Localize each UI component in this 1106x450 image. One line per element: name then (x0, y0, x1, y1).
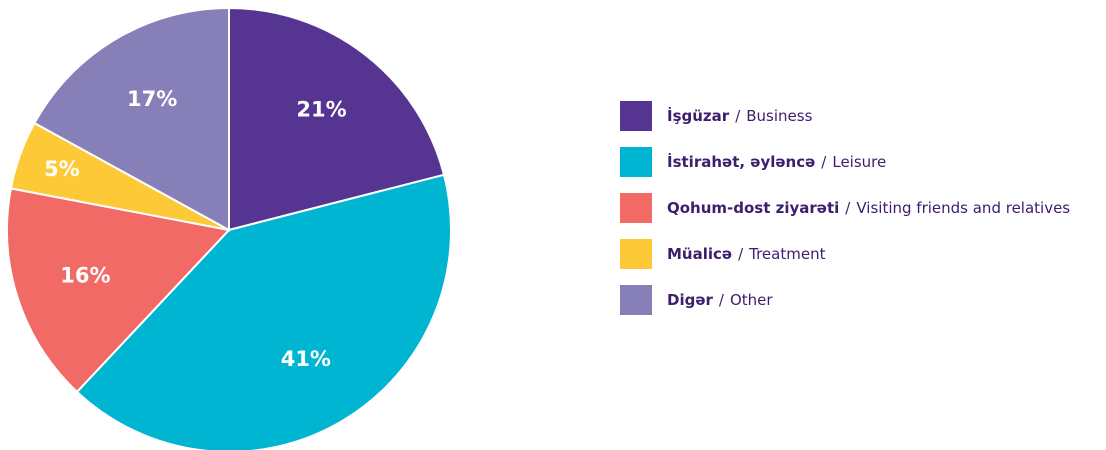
legend-separator: / (735, 107, 741, 125)
value-label: 21% (296, 98, 346, 122)
legend-name: Müalicə (667, 245, 732, 263)
pie-slice (75, 173, 452, 450)
legend-label: İstirahət, əyləncə / Leisure (667, 152, 886, 171)
legend-name: Digər (667, 291, 714, 309)
legend-name: İstirahət, əyləncə (667, 152, 815, 171)
pie-slice (228, 6, 446, 232)
legend-label: Müalicə / Treatment (667, 245, 826, 263)
legend-separator: / (719, 291, 725, 309)
legend-translation: Visiting friends and relatives (856, 199, 1070, 217)
legend-swatch (620, 239, 652, 269)
legend-translation: Leisure (832, 153, 886, 171)
legend-separator: / (821, 153, 827, 171)
value-label: 16% (60, 264, 110, 288)
value-label: 17% (127, 87, 177, 111)
legend-swatch (620, 193, 652, 223)
value-label: 5% (44, 157, 80, 181)
legend-label: İşgüzar / Business (667, 106, 813, 125)
legend-separator: / (845, 199, 851, 217)
legend-swatch (620, 147, 652, 177)
legend-label: Digər / Other (667, 291, 773, 309)
legend-name: Qohum-dost ziyarəti (667, 199, 839, 217)
legend-name: İşgüzar (667, 106, 730, 125)
legend-separator: / (738, 245, 744, 263)
legend-translation: Business (746, 107, 812, 125)
legend-label: Qohum-dost ziyarəti / Visiting friends and… (667, 199, 1070, 217)
value-label: 41% (281, 347, 331, 371)
legend-swatch (620, 101, 652, 131)
pie-slice (6, 187, 231, 394)
legend-translation: Treatment (748, 245, 825, 263)
pie-slice (33, 6, 230, 232)
legend-translation: Other (730, 291, 773, 309)
legend-swatch (620, 285, 652, 315)
